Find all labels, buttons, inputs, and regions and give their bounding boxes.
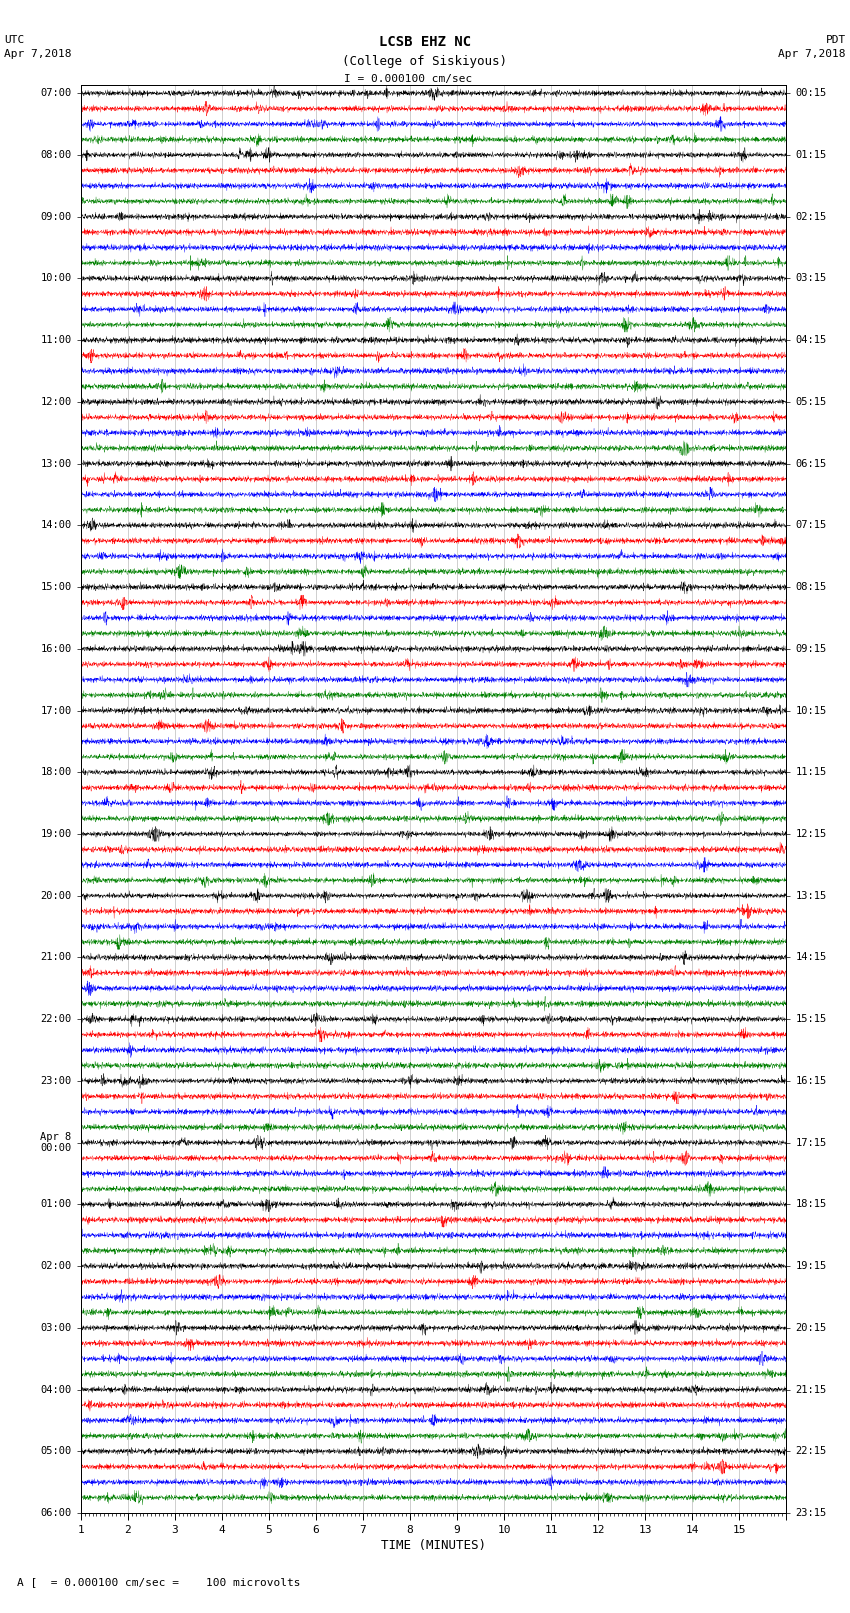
Text: (College of Siskiyous): (College of Siskiyous) (343, 55, 507, 68)
Text: PDT: PDT (825, 35, 846, 45)
X-axis label: TIME (MINUTES): TIME (MINUTES) (381, 1539, 486, 1552)
Text: Apr 7,2018: Apr 7,2018 (4, 50, 71, 60)
Text: A [  = 0.000100 cm/sec =    100 microvolts: A [ = 0.000100 cm/sec = 100 microvolts (17, 1578, 301, 1587)
Text: LCSB EHZ NC: LCSB EHZ NC (379, 35, 471, 48)
Text: I = 0.000100 cm/sec: I = 0.000100 cm/sec (344, 74, 472, 84)
Text: UTC: UTC (4, 35, 25, 45)
Text: Apr 7,2018: Apr 7,2018 (779, 50, 846, 60)
